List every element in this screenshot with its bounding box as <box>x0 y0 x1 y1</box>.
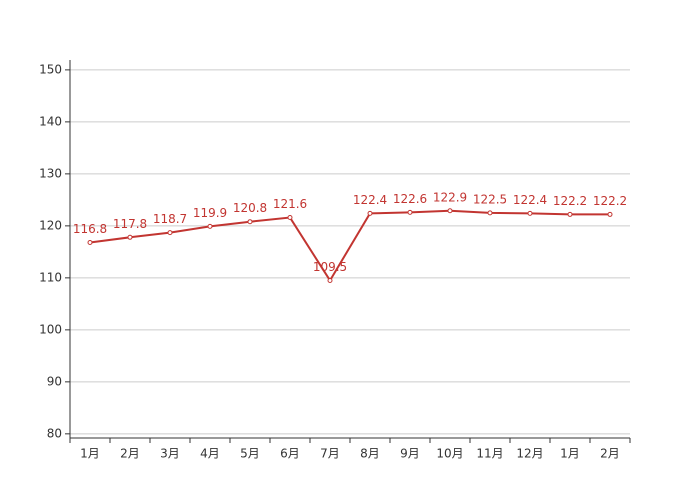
data-label: 122.9 <box>433 190 467 204</box>
x-tick-label: 1月 <box>560 447 580 461</box>
data-point <box>527 210 533 216</box>
data-point <box>407 209 413 215</box>
data-label: 122.2 <box>593 194 627 208</box>
data-label: 122.2 <box>553 194 587 208</box>
y-tick-label: 100 <box>39 322 62 336</box>
x-tick-label: 7月 <box>320 447 340 461</box>
data-point <box>487 210 493 216</box>
y-tick-label: 140 <box>39 114 62 128</box>
data-point <box>287 215 293 221</box>
data-label: 117.8 <box>113 217 147 231</box>
data-label: 116.8 <box>73 222 107 236</box>
series-line <box>89 209 610 283</box>
data-label: 121.6 <box>273 197 307 211</box>
y-tick-label: 80 <box>47 426 62 440</box>
data-label: 122.5 <box>473 192 507 206</box>
x-tick-label: 9月 <box>400 447 420 461</box>
y-tick-label: 90 <box>47 374 62 388</box>
x-tick-label: 8月 <box>360 447 380 461</box>
data-label: 118.7 <box>153 212 187 226</box>
data-point <box>207 223 213 229</box>
x-tick-label: 10月 <box>436 447 463 461</box>
data-point <box>367 210 373 216</box>
y-tick-label: 130 <box>39 166 62 180</box>
x-tick-label: 6月 <box>280 447 300 461</box>
data-label: 122.4 <box>353 193 387 207</box>
x-tick-label: 1月 <box>80 447 100 461</box>
y-tick-label: 150 <box>39 62 62 76</box>
x-tick-label: 2月 <box>120 447 140 461</box>
data-point <box>247 219 253 225</box>
data-point <box>447 208 453 214</box>
y-tick-label: 120 <box>39 218 62 232</box>
data-point <box>607 211 613 217</box>
data-label: 120.8 <box>233 201 267 215</box>
x-tick-label: 4月 <box>200 447 220 461</box>
data-point <box>127 234 133 240</box>
x-tick-label: 11月 <box>476 447 503 461</box>
x-tick-label: 12月 <box>516 447 543 461</box>
data-point <box>327 277 333 283</box>
data-point <box>87 240 93 246</box>
data-point <box>167 230 173 236</box>
data-point <box>567 211 573 217</box>
data-label: 119.9 <box>193 206 227 220</box>
data-label: 109.5 <box>313 260 347 274</box>
x-tick-label: 2月 <box>600 447 620 461</box>
x-tick-label: 3月 <box>160 447 180 461</box>
data-label: 122.4 <box>513 193 547 207</box>
x-tick-label: 5月 <box>240 447 260 461</box>
y-tick-label: 110 <box>39 270 62 284</box>
data-label: 122.6 <box>393 192 427 206</box>
